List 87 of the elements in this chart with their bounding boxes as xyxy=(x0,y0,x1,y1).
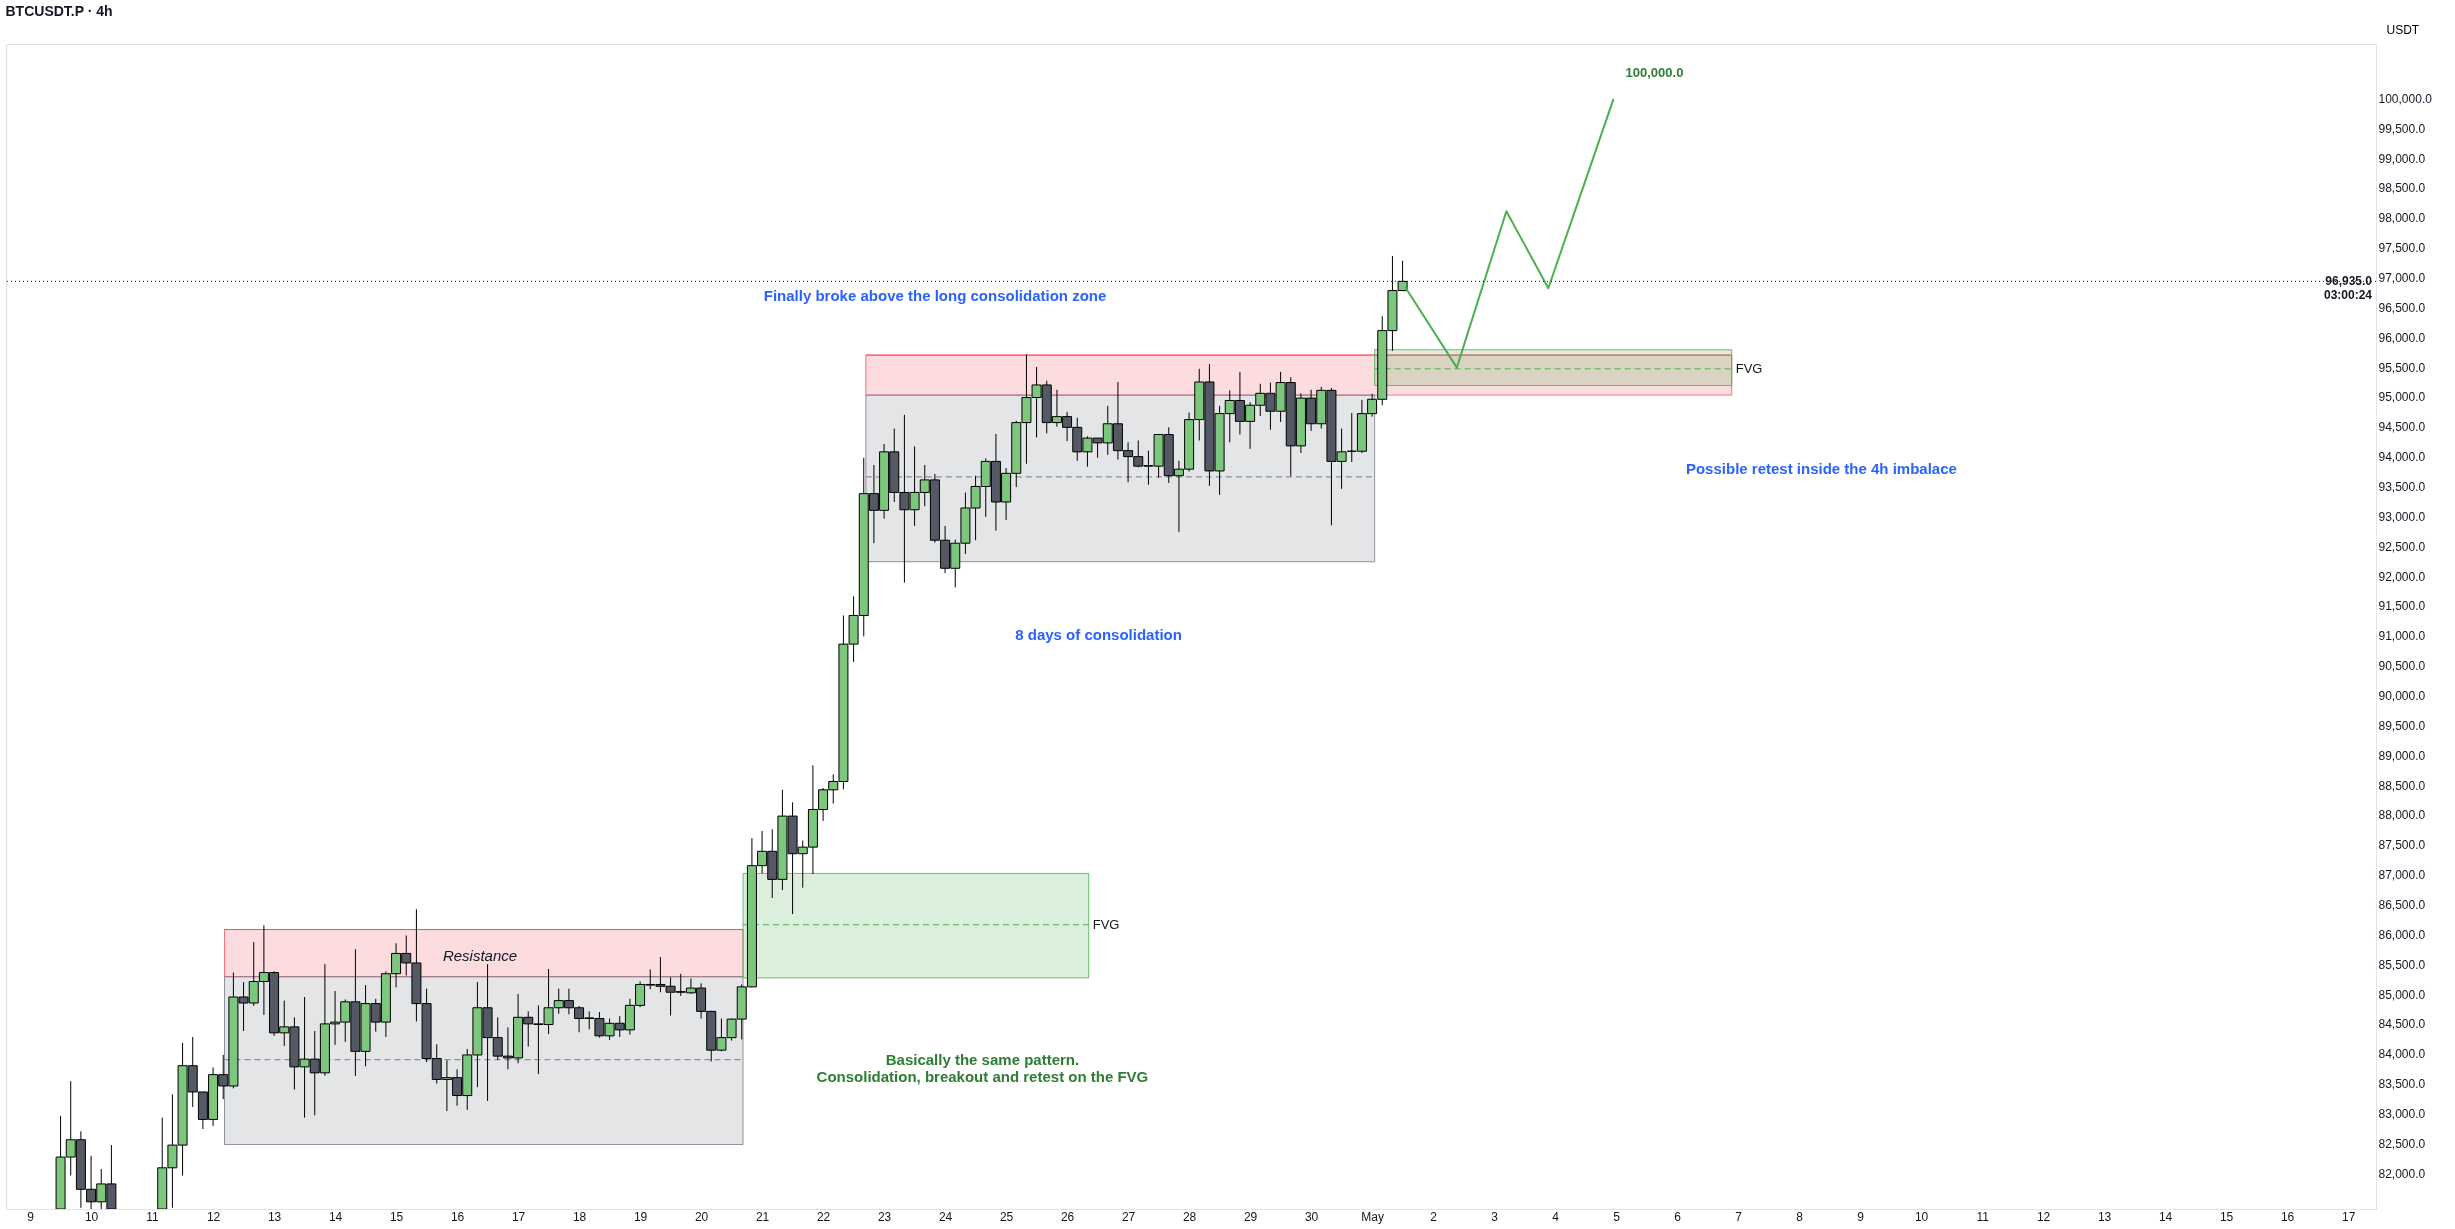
y-tick-label: 93,000.0 xyxy=(2378,509,2426,524)
y-tick-label: 95,000.0 xyxy=(2378,390,2426,405)
x-tick-label: 30 xyxy=(1304,1209,1319,1224)
y-tick-label: 99,500.0 xyxy=(2378,121,2426,136)
y-tick-label: 99,000.0 xyxy=(2378,151,2426,166)
x-tick-label: 28 xyxy=(1182,1209,1197,1224)
y-tick-label: 93,500.0 xyxy=(2378,479,2426,494)
y-tick-label: 94,500.0 xyxy=(2378,420,2426,435)
y-tick-label: 83,500.0 xyxy=(2378,1077,2426,1092)
x-tick-label: 10 xyxy=(1914,1209,1929,1224)
annotation: Basically the same pattern. Consolidation, breakout and retest on the FVG xyxy=(816,1050,1149,1085)
y-tick-label: 84,500.0 xyxy=(2378,1017,2426,1032)
x-tick-label: 2 xyxy=(1430,1209,1438,1224)
y-tick-label: 82,500.0 xyxy=(2378,1136,2426,1151)
y-tick-label: 100,000.0 xyxy=(2378,91,2433,106)
annotation: 100,000.0 xyxy=(1625,64,1684,80)
y-tick-label: 87,000.0 xyxy=(2378,868,2426,883)
x-tick-label: 20 xyxy=(694,1209,709,1224)
y-tick-label: 83,000.0 xyxy=(2378,1106,2426,1121)
x-tick-label: 25 xyxy=(999,1209,1014,1224)
y-tick-label: 92,000.0 xyxy=(2378,569,2426,584)
x-tick-label: 23 xyxy=(877,1209,892,1224)
x-tick-label: 7 xyxy=(1735,1209,1743,1224)
x-tick-label: 3 xyxy=(1491,1209,1499,1224)
y-tick-label: 91,500.0 xyxy=(2378,599,2426,614)
y-axis-title: USDT xyxy=(2386,22,2420,37)
annotation: FVG xyxy=(1092,916,1120,932)
y-tick-label: 89,000.0 xyxy=(2378,748,2426,763)
y-tick-label: 98,000.0 xyxy=(2378,211,2426,226)
x-tick-label: 10 xyxy=(84,1209,99,1224)
y-tick-label: 91,000.0 xyxy=(2378,629,2426,644)
y-tick-label: 94,000.0 xyxy=(2378,450,2426,465)
x-tick-label: 15 xyxy=(2219,1209,2234,1224)
x-tick-label: 17 xyxy=(2341,1209,2356,1224)
y-tick-label: 98,500.0 xyxy=(2378,181,2426,196)
y-tick-label: 88,500.0 xyxy=(2378,778,2426,793)
annotation: FVG xyxy=(1735,360,1763,376)
x-tick-label: May xyxy=(1361,1209,1384,1224)
x-tick-label: 9 xyxy=(1857,1209,1865,1224)
y-tick-label: 82,000.0 xyxy=(2378,1166,2426,1181)
x-tick-label: 19 xyxy=(633,1209,648,1224)
x-tick-label: 29 xyxy=(1243,1209,1258,1224)
y-tick-label: 87,500.0 xyxy=(2378,838,2426,853)
y-tick-label: 90,000.0 xyxy=(2378,688,2426,703)
x-tick-label: 24 xyxy=(938,1209,953,1224)
annotation: Possible retest inside the 4h imbalace xyxy=(1685,460,1957,478)
y-tick-label: 96,500.0 xyxy=(2378,300,2426,315)
x-tick-label: 5 xyxy=(1613,1209,1621,1224)
y-tick-label: 97,500.0 xyxy=(2378,241,2426,256)
x-tick-label: 11 xyxy=(1976,1209,1990,1224)
y-tick-label: 92,500.0 xyxy=(2378,539,2426,554)
y-tick-label: 96,000.0 xyxy=(2378,330,2426,345)
x-tick-label: 4 xyxy=(1552,1209,1560,1224)
x-tick-label: 13 xyxy=(267,1209,282,1224)
x-tick-label: 26 xyxy=(1060,1209,1075,1224)
y-tick-label: 85,500.0 xyxy=(2378,957,2426,972)
y-tick-label: 86,500.0 xyxy=(2378,897,2426,912)
x-tick-label: 14 xyxy=(2158,1209,2173,1224)
y-tick-label: 89,500.0 xyxy=(2378,718,2426,733)
x-tick-label: 12 xyxy=(206,1209,221,1224)
y-tick-label: 88,000.0 xyxy=(2378,808,2426,823)
x-tick-label: 15 xyxy=(389,1209,404,1224)
x-tick-label: 8 xyxy=(1796,1209,1804,1224)
y-tick-label: 85,000.0 xyxy=(2378,987,2426,1002)
x-tick-label: 16 xyxy=(2280,1209,2295,1224)
annotation: Resistance xyxy=(442,947,518,965)
chart-title: BTCUSDT.P · 4h xyxy=(5,3,113,19)
y-tick-label: 84,000.0 xyxy=(2378,1047,2426,1062)
annotation: 8 days of consolidation xyxy=(1015,625,1182,643)
x-tick-label: 11 xyxy=(146,1209,160,1224)
x-tick-label: 14 xyxy=(328,1209,343,1224)
y-tick-label: 86,000.0 xyxy=(2378,927,2426,942)
y-tick-label: 95,500.0 xyxy=(2378,360,2426,375)
ref-line-label: 96,935.0 03:00:24 xyxy=(2323,274,2373,303)
annotation: Finally broke above the long consolidation zone xyxy=(763,286,1107,304)
x-tick-label: 6 xyxy=(1674,1209,1682,1224)
x-tick-label: 16 xyxy=(450,1209,465,1224)
x-tick-label: 18 xyxy=(572,1209,587,1224)
x-tick-label: 22 xyxy=(816,1209,831,1224)
x-tick-label: 13 xyxy=(2097,1209,2112,1224)
x-tick-label: 21 xyxy=(755,1209,770,1224)
y-tick-label: 97,000.0 xyxy=(2378,270,2426,285)
y-tick-label: 90,500.0 xyxy=(2378,659,2426,674)
x-tick-label: 9 xyxy=(27,1209,35,1224)
x-tick-label: 27 xyxy=(1121,1209,1136,1224)
x-tick-label: 17 xyxy=(511,1209,526,1224)
x-tick-label: 12 xyxy=(2036,1209,2051,1224)
